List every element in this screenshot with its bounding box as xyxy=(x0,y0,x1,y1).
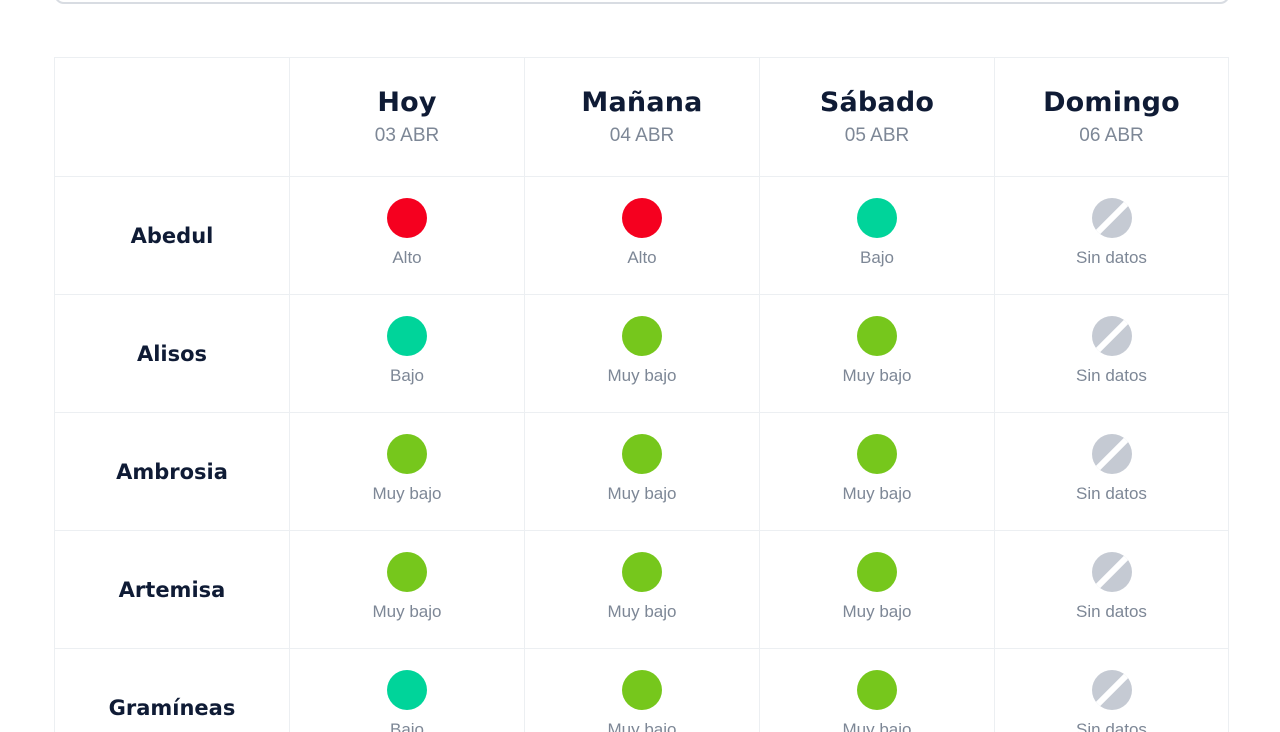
level-cell: Muy bajo xyxy=(525,531,760,649)
day-date: 03 ABR xyxy=(374,125,440,146)
level-cell: Bajo xyxy=(760,177,995,295)
level-indicator-icon xyxy=(387,315,427,356)
level-indicator-icon xyxy=(622,315,662,356)
level-cell: Muy bajo xyxy=(290,531,525,649)
plant-name: Gramíneas xyxy=(108,695,236,720)
level-cell: Muy bajo xyxy=(760,531,995,649)
level-cell: Muy bajo xyxy=(525,649,760,732)
level-indicator-icon xyxy=(622,551,662,592)
level-cell: Alto xyxy=(290,177,525,295)
level-indicator-icon xyxy=(622,197,662,238)
level-indicator-icon xyxy=(1091,551,1132,592)
level-cell: Muy bajo xyxy=(760,649,995,732)
day-name: Hoy xyxy=(377,87,437,118)
level-label: Muy bajo xyxy=(842,601,912,621)
level-indicator-icon xyxy=(387,197,427,238)
level-indicator-icon xyxy=(387,551,427,592)
level-indicator-icon xyxy=(1091,315,1132,356)
plant-cell: Artemisa xyxy=(55,531,290,649)
level-cell: Muy bajo xyxy=(760,295,995,413)
level-label: Sin datos xyxy=(1076,601,1147,621)
day-date: 04 ABR xyxy=(609,125,675,146)
level-indicator-icon xyxy=(1091,433,1132,474)
day-name: Sábado xyxy=(819,87,935,118)
level-label: Bajo xyxy=(389,365,425,385)
level-cell: Sin datos xyxy=(995,413,1229,531)
level-label: Alto xyxy=(627,247,657,267)
level-cell: Muy bajo xyxy=(290,413,525,531)
level-indicator-icon xyxy=(857,669,897,710)
plant-cell: Abedul xyxy=(55,177,290,295)
level-label: Muy bajo xyxy=(607,719,677,732)
level-label: Bajo xyxy=(859,247,895,267)
level-label: Bajo xyxy=(389,719,425,732)
day-date: 05 ABR xyxy=(844,125,910,146)
level-label: Muy bajo xyxy=(842,719,912,732)
day-name: Mañana xyxy=(581,87,703,118)
level-label: Muy bajo xyxy=(372,601,442,621)
level-indicator-icon xyxy=(1091,197,1132,238)
day-header-today: Hoy 03 ABR xyxy=(290,58,525,177)
level-label: Alto xyxy=(392,247,422,267)
pollen-forecast-table: Hoy 03 ABR Mañana 04 ABR Sábado 05 ABR D… xyxy=(54,57,1229,732)
level-cell: Alto xyxy=(525,177,760,295)
level-cell: Bajo xyxy=(290,295,525,413)
level-cell: Sin datos xyxy=(995,177,1229,295)
level-label: Sin datos xyxy=(1076,719,1147,732)
plant-cell: Ambrosia xyxy=(55,413,290,531)
level-indicator-icon xyxy=(387,433,427,474)
level-cell: Bajo xyxy=(290,649,525,732)
day-header-sunday: Domingo 06 ABR xyxy=(995,58,1229,177)
level-label: Sin datos xyxy=(1076,365,1147,385)
level-label: Sin datos xyxy=(1076,247,1147,267)
level-indicator-icon xyxy=(857,551,897,592)
plant-name: Abedul xyxy=(130,223,214,248)
level-label: Muy bajo xyxy=(372,483,442,503)
previous-section-frame xyxy=(54,0,1230,4)
level-cell: Muy bajo xyxy=(525,295,760,413)
day-header-tomorrow: Mañana 04 ABR xyxy=(525,58,760,177)
day-date: 06 ABR xyxy=(1079,125,1144,146)
level-cell: Sin datos xyxy=(995,649,1229,732)
day-name: Domingo xyxy=(1043,87,1180,118)
header-empty-cell xyxy=(55,58,290,177)
plant-cell: Alisos xyxy=(55,295,290,413)
level-indicator-icon xyxy=(622,433,662,474)
level-label: Muy bajo xyxy=(607,365,677,385)
level-cell: Sin datos xyxy=(995,531,1229,649)
level-indicator-icon xyxy=(857,433,897,474)
plant-cell: Gramíneas xyxy=(55,649,290,732)
level-cell: Muy bajo xyxy=(760,413,995,531)
level-label: Muy bajo xyxy=(842,483,912,503)
level-indicator-icon xyxy=(387,669,427,710)
level-indicator-icon xyxy=(1091,669,1132,710)
level-indicator-icon xyxy=(857,197,897,238)
plant-name: Artemisa xyxy=(118,577,226,602)
plant-name: Alisos xyxy=(136,341,208,366)
level-indicator-icon xyxy=(622,669,662,710)
level-cell: Sin datos xyxy=(995,295,1229,413)
level-cell: Muy bajo xyxy=(525,413,760,531)
level-indicator-icon xyxy=(857,315,897,356)
level-label: Muy bajo xyxy=(842,365,912,385)
plant-name: Ambrosia xyxy=(116,459,228,484)
day-header-saturday: Sábado 05 ABR xyxy=(760,58,995,177)
level-label: Muy bajo xyxy=(607,601,677,621)
level-label: Sin datos xyxy=(1076,483,1147,503)
level-label: Muy bajo xyxy=(607,483,677,503)
